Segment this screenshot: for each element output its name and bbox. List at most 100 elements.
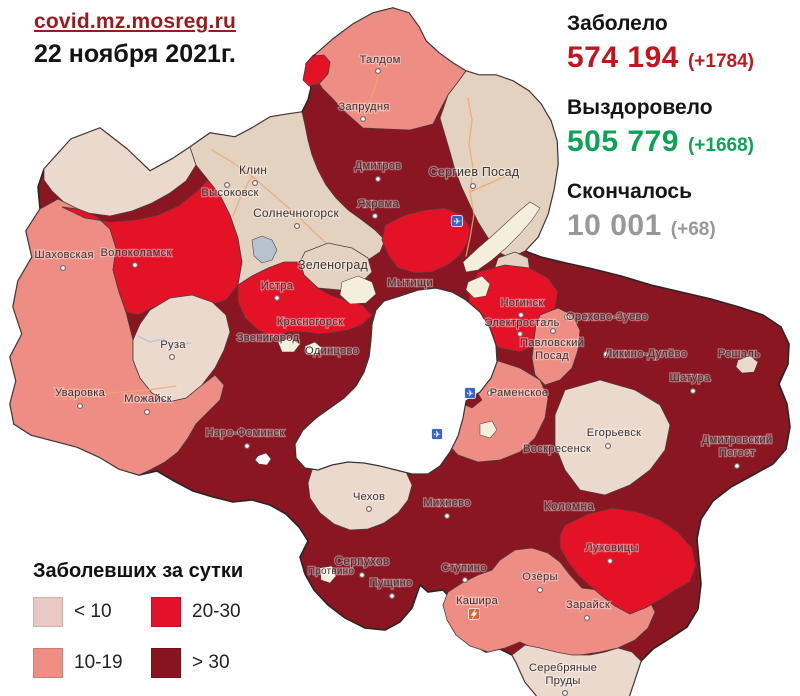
legend-label-20-30: 20-30 [192,601,241,622]
patch-khimki [339,275,377,305]
map-label: Орехово-Зуево [566,311,648,323]
map-label: Воскресенск [523,443,591,455]
stat-recovered-label: Выздоровело [567,96,713,119]
legend-swatch-lt10 [33,597,63,627]
stat-deceased-label: Скончалось [567,180,692,203]
district-ruza [132,294,231,403]
stat-deceased: Скончалось 10 001 (+68) [567,180,797,243]
city-dot [375,67,382,74]
district-istra-krasnogorsk [237,261,373,339]
map-label: Ликино-Дулёво [605,348,687,360]
stat-infected-label: Заболело [567,12,668,35]
map-label: Наро-Фоминск [206,427,285,439]
map-label: Дмитров [355,160,402,172]
city-dot [372,213,379,220]
district-volokolamsk [61,179,243,316]
airport-icon: ✈ [451,215,463,227]
patch-bronnitsy [479,420,498,439]
header: covid.mz.mosreg.ru 22 ноября 2021г. [34,10,236,69]
patch-odintsovo-1 [277,337,301,353]
map-label: Можайск [124,393,172,405]
patch-roshal [735,355,759,374]
icons-layer: ✈ ✈ ✈ [431,215,480,620]
city-dot [563,314,570,321]
city-dot [224,182,231,189]
legend-item-lt10: < 10 [33,597,151,627]
patch-odintsovo-2 [304,341,323,356]
city-dot [689,388,696,395]
city-dot [76,403,83,410]
stat-recovered-delta: (+1668) [687,135,754,156]
stat-infected-delta: (+1784) [687,51,754,72]
airport-icon: ✈ [431,428,443,440]
legend-title: Заболевших за сутки [33,560,244,582]
map-legend: Заболевших за сутки < 10 20-30 10-19 > 3… [33,560,281,678]
map-label: Погост [719,447,756,459]
map-label: Яхрома [357,198,399,210]
stat-infected: Заболело 574 194 (+1784) [567,12,797,75]
city-dot [274,295,281,302]
map-label: Дмитровский [702,434,773,446]
map-label: Солнечногорск [253,206,339,220]
stat-recovered: Выздоровело 505 779 (+1668) [567,96,797,159]
map-label: Высоковск [201,187,258,199]
patch-red-northwest [302,54,331,87]
patch-west-noginsk [465,275,491,299]
stat-recovered-value: 505 779 [567,125,679,158]
legend-item-20-30: 20-30 [151,597,281,627]
map-label: Шаховская [34,249,93,261]
roads-layer [59,69,507,401]
map-label: Пущино [369,577,412,589]
strip-krasnoarmeysk [462,201,541,273]
legend-swatch-gt30 [151,648,181,678]
city-dot [375,176,382,183]
map-label: Мытищи [387,277,433,289]
svg-text:✈: ✈ [466,389,474,399]
district-yegoryevsk [554,379,671,496]
map-label: Рошаль [718,348,760,360]
power-icon [468,608,480,620]
legend-item-10-19: 10-19 [33,648,151,678]
labels-layer: Талдом Запрудня Дмитров Яхрома Сергиев Посад… [33,53,773,696]
map-label: Протвино [308,566,354,577]
map-label: Ступино [441,562,486,574]
map-label: Руза [160,339,186,351]
site-link[interactable]: covid.mz.mosreg.ru [34,10,236,33]
stats-panel: Заболело 574 194 (+1784) Выздоровело 505… [567,12,797,264]
map-label: Серебряные [529,662,597,674]
map-label: Сергиев Посад [429,165,520,179]
city-dot [360,115,367,122]
city-dot [602,351,609,358]
district-pavlovsky-posad [531,307,581,386]
city-dot [252,180,259,187]
legend-label-10-19: 10-19 [74,652,123,673]
map-label: Коломна [544,499,594,513]
city-dot [169,354,176,361]
map-label: Истра [261,280,294,292]
city-dot [516,331,523,338]
city-dot [144,409,151,416]
moscow-city-hole [294,287,498,475]
city-dot [549,328,556,335]
legend-swatch-20-30 [151,597,181,627]
map-label: Зеленоград [298,258,368,272]
stat-infected-value: 574 194 [567,41,679,74]
map-label: Красногорск [277,316,344,328]
airport-icon: ✈ [464,387,476,399]
map-label: Волоколамск [100,247,171,259]
city-dot [359,571,366,578]
legend-label-lt10: < 10 [74,601,112,622]
city-dot [132,262,139,269]
map-label: Чехов [353,491,385,503]
city-dot [604,443,611,450]
map-label: Запрудня [338,101,389,113]
district-kashira-ozyory-zaraysk [442,547,656,656]
map-label: Луховицы [585,542,639,554]
map-label: Ногинск [500,297,543,309]
map-label: Посад [535,350,569,362]
istra-reservoir [251,235,278,264]
stat-deceased-value: 10 001 [567,209,662,242]
city-dot [366,506,373,513]
city-dot [444,512,451,519]
